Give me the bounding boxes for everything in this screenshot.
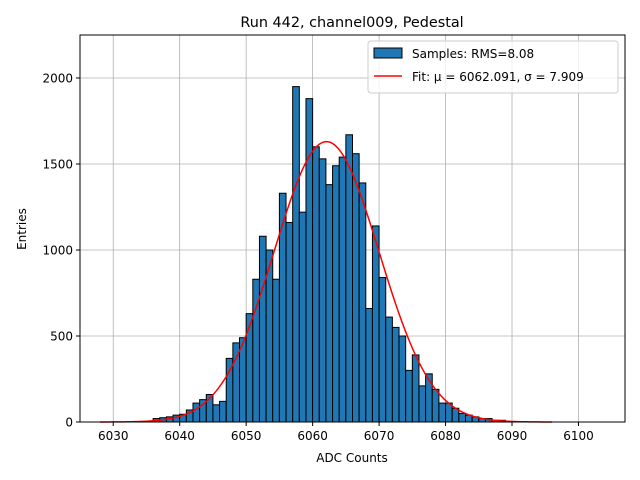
y-axis-label: Entries xyxy=(15,208,29,250)
histogram-bar xyxy=(285,221,294,423)
histogram-bar xyxy=(398,335,407,423)
histogram-bar xyxy=(305,98,314,423)
histogram-bar xyxy=(431,388,440,423)
histogram-bar xyxy=(325,184,334,423)
histogram-bar xyxy=(405,369,413,423)
histogram-bar xyxy=(418,385,427,423)
x-tick-label: 6060 xyxy=(297,429,328,443)
histogram-bar xyxy=(239,337,247,423)
fit-curve xyxy=(99,140,552,423)
histogram-bar xyxy=(338,156,347,423)
histogram-bar xyxy=(352,153,360,423)
plot-frame xyxy=(79,34,626,423)
x-tick-label: 6030 xyxy=(98,429,129,443)
histogram-bar xyxy=(292,86,300,423)
x-axis-ticks: 6030 6040 6050 6060 6070 6080 6090 6100 xyxy=(98,422,594,443)
histogram-bar xyxy=(458,412,466,423)
histogram-bar xyxy=(371,225,380,423)
y-tick-label: 1000 xyxy=(42,244,73,258)
histogram-bar xyxy=(378,277,387,423)
histogram-bar xyxy=(212,404,221,423)
x-tick-label: 6100 xyxy=(563,429,594,443)
histogram-bar xyxy=(365,307,373,423)
histogram-bar xyxy=(219,400,227,423)
histogram-bar xyxy=(438,402,447,423)
y-tick-label: 0 xyxy=(65,416,73,430)
x-axis-label: ADC Counts xyxy=(316,451,388,465)
legend-histogram-label: Samples: RMS=8.08 xyxy=(412,47,534,61)
histogram-bar xyxy=(411,354,420,423)
histogram-bar xyxy=(258,235,267,423)
legend-box xyxy=(367,40,619,94)
histogram-bar xyxy=(312,146,320,423)
legend: Samples: RMS=8.08 Fit: μ = 6062.091, σ =… xyxy=(367,40,619,94)
histogram-bar xyxy=(391,326,400,423)
histogram-bar xyxy=(345,134,354,423)
histogram-bar xyxy=(272,278,280,423)
chart-title: Run 442, channel009, Pedestal xyxy=(240,15,463,31)
histogram-bar xyxy=(245,313,254,423)
x-tick-label: 6090 xyxy=(497,429,528,443)
histogram-bars xyxy=(152,86,506,423)
y-tick-label: 500 xyxy=(50,330,73,344)
histogram-bar xyxy=(278,192,287,423)
y-tick-label: 2000 xyxy=(42,72,73,86)
histogram-bar xyxy=(385,316,393,423)
x-tick-label: 6050 xyxy=(231,429,262,443)
histogram-bar xyxy=(298,211,307,423)
y-tick-label: 1500 xyxy=(42,158,73,172)
histogram-bar xyxy=(192,402,201,423)
histogram-bar xyxy=(318,158,327,423)
x-tick-label: 6080 xyxy=(430,429,461,443)
x-tick-label: 6070 xyxy=(364,429,395,443)
x-tick-label: 6040 xyxy=(164,429,195,443)
legend-fit-label: Fit: μ = 6062.091, σ = 7.909 xyxy=(412,70,584,84)
y-axis-ticks: 0 500 1000 1500 2000 xyxy=(42,72,80,430)
legend-histogram-swatch xyxy=(373,47,403,59)
histogram-bar xyxy=(332,165,340,423)
histogram-bar xyxy=(358,182,367,423)
